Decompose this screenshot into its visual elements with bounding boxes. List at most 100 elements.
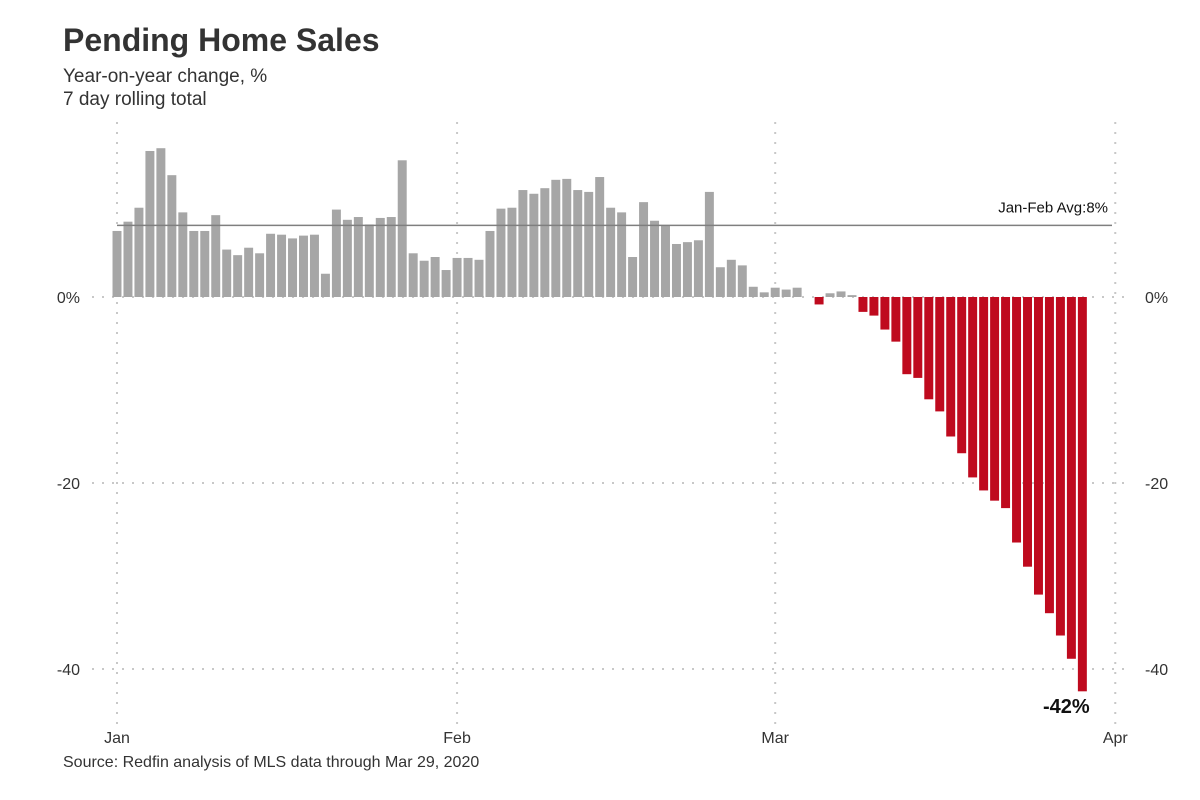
bar-positive (540, 188, 550, 297)
bar-positive (671, 243, 681, 297)
bar-positive (682, 242, 692, 297)
y-tick-label-right: -20 (1145, 476, 1168, 493)
bar-positive (781, 289, 791, 297)
bar-positive (518, 190, 528, 297)
bar-negative (1044, 297, 1054, 614)
bar-positive (573, 190, 583, 297)
bar-negative (924, 297, 934, 400)
bar-negative (1023, 297, 1032, 567)
bar-positive (704, 191, 714, 297)
bar-positive (507, 207, 517, 297)
bar-positive (617, 212, 627, 297)
bar-positive (693, 240, 703, 297)
bar-positive (628, 257, 638, 297)
bar-positive (748, 286, 758, 297)
source-note: Source: Redfin analysis of MLS data thro… (63, 754, 480, 771)
bar-positive (342, 219, 352, 297)
bar-positive (200, 230, 210, 297)
bar-positive (485, 230, 495, 297)
y-tick-label-left: -40 (57, 662, 80, 679)
bar-negative (1012, 297, 1022, 543)
bar-positive (353, 217, 363, 297)
bar-positive (134, 207, 144, 297)
bar-positive (770, 287, 780, 297)
bar-positive (836, 291, 846, 297)
bar-positive (266, 233, 276, 297)
x-tick-label: Mar (761, 730, 789, 747)
bar-positive (474, 259, 484, 297)
bar-negative (1033, 297, 1043, 595)
bar-positive (211, 215, 221, 297)
bar-positive (288, 238, 298, 297)
bar-negative (1055, 297, 1065, 636)
bar-positive (661, 225, 670, 297)
bar-negative (935, 297, 945, 412)
bar-positive (463, 257, 473, 297)
bar-positive (419, 260, 429, 297)
bar-positive (584, 191, 594, 297)
bar-positive (189, 230, 199, 297)
bar-negative (902, 297, 912, 375)
bar-positive (715, 267, 725, 297)
chart-subtitle: Year-on-year change, % (63, 66, 268, 87)
bar-positive (222, 249, 232, 297)
bar-positive (320, 273, 330, 297)
bar-negative (1077, 297, 1087, 692)
x-tick-label: Apr (1103, 730, 1129, 747)
bar-negative (968, 297, 978, 478)
bar-negative (946, 297, 956, 437)
bar-positive (255, 253, 265, 297)
bar-positive (112, 230, 122, 297)
bar-positive (650, 220, 660, 297)
bar-positive (441, 270, 451, 297)
bar-positive (551, 179, 561, 297)
bar-positive (375, 217, 385, 297)
bar-negative (979, 297, 989, 491)
bar-positive (430, 257, 440, 297)
bar-positive (123, 221, 133, 297)
bar-positive (233, 255, 243, 297)
bar-negative (891, 297, 901, 342)
bar-negative (957, 297, 967, 454)
bar-negative (1001, 297, 1011, 509)
bar-positive (595, 177, 605, 297)
y-tick-label-left: -20 (57, 476, 80, 493)
bar-positive (606, 207, 616, 297)
y-tick-label-right: -40 (1145, 662, 1168, 679)
final-value-annotation: -42% (1043, 696, 1090, 718)
bar-positive (639, 202, 649, 297)
bar-positive (496, 208, 506, 297)
average-line-label: Jan-Feb Avg:8% (998, 199, 1108, 216)
bar-positive (397, 160, 407, 297)
x-tick-label: Feb (443, 730, 471, 747)
bar-negative (858, 297, 868, 312)
bar-positive (309, 234, 319, 297)
bar-negative (814, 297, 824, 305)
bar-positive (737, 265, 747, 297)
y-tick-label-left: 0% (57, 290, 80, 307)
bar-positive (759, 292, 769, 297)
y-tick-label-right: 0% (1145, 290, 1168, 307)
bar-positive (178, 212, 188, 297)
bar-positive (562, 178, 572, 297)
bar-positive (847, 295, 857, 297)
bar-positive (277, 234, 287, 297)
bar-positive (145, 150, 155, 297)
bar-positive (244, 247, 254, 297)
bar-positive (452, 257, 462, 297)
chart-title: Pending Home Sales (63, 22, 380, 58)
chart-subtitle-2: 7 day rolling total (63, 89, 207, 110)
bar-positive (792, 287, 802, 297)
bar-positive (825, 293, 835, 297)
bar-negative (1066, 297, 1076, 659)
bar-negative (880, 297, 890, 330)
bar-positive (331, 209, 341, 297)
bar-positive (408, 253, 418, 297)
bar-negative (869, 297, 879, 316)
bar-positive (299, 235, 308, 297)
bar-negative (990, 297, 1000, 501)
bar-positive (364, 224, 374, 297)
bar-positive (167, 175, 177, 297)
x-tick-label: Jan (104, 730, 130, 747)
